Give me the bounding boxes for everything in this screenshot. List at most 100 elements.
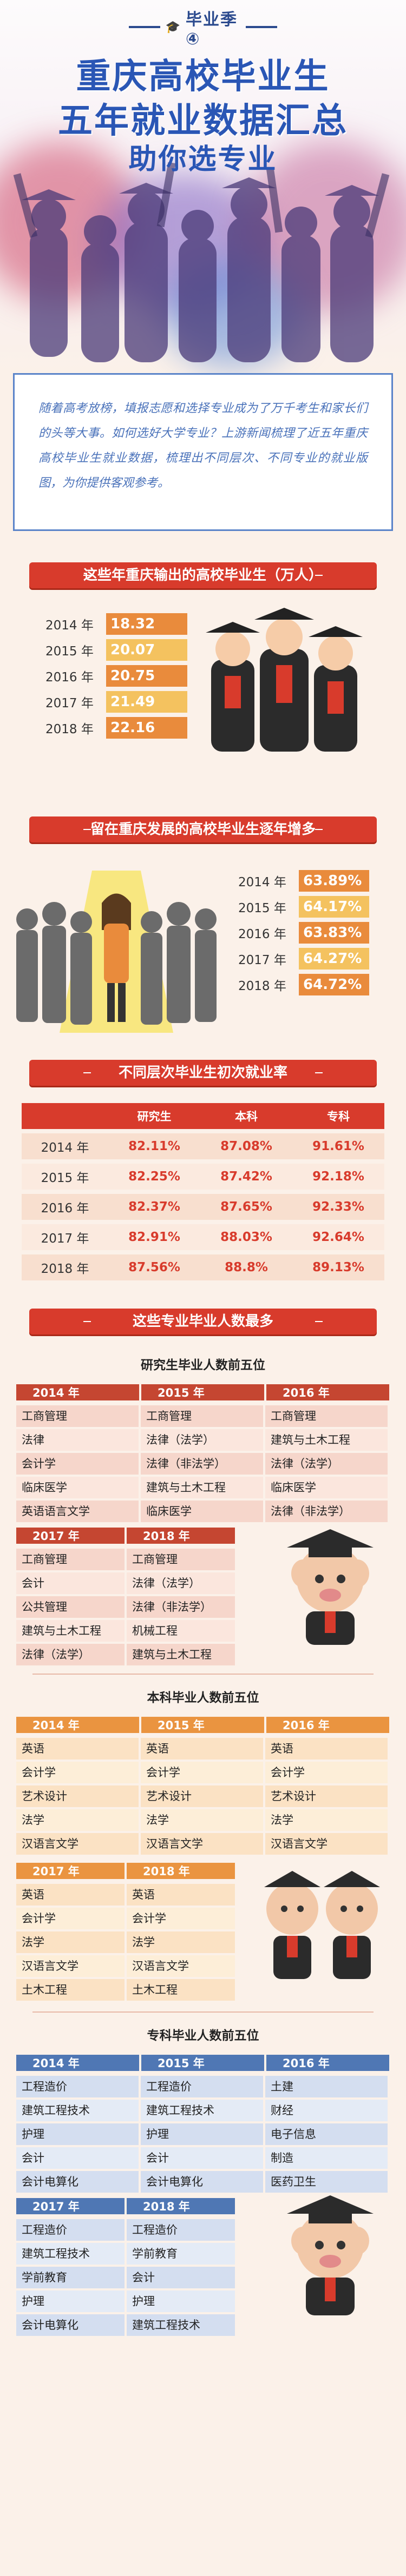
table-row: 护理 护理: [16, 2290, 390, 2312]
table-cell: 工程造价: [16, 2219, 125, 2241]
table-cell: 英语: [127, 1884, 235, 1906]
table-cell: 护理: [16, 2290, 125, 2312]
stay-rate-value: 64.17%: [299, 896, 369, 918]
table-cell: 艺术设计: [265, 1785, 388, 1807]
list-item: 2014 年 63.89%: [238, 868, 369, 894]
associate-rate-cell: 92.18%: [312, 1170, 364, 1184]
table-row: 英语 英语 英语: [16, 1738, 390, 1760]
header-cell: 2014 年: [16, 1384, 139, 1400]
table-cell: 法学: [16, 1809, 139, 1831]
year-label: 2016 年: [45, 670, 94, 685]
table-cell: 会计学: [141, 1762, 263, 1783]
table-row: 艺术设计 艺术设计 艺术设计: [16, 1785, 390, 1807]
table-cell: 会计学: [265, 1762, 388, 1783]
table-row: 工程造价 工程造价 土建: [16, 2076, 390, 2097]
table-cell: 工商管理: [141, 1405, 263, 1427]
header-cell: 2017 年: [16, 1528, 125, 1544]
grad-rate-cell: 82.11%: [128, 1139, 180, 1153]
table-cell: 建筑与土木工程: [265, 1429, 388, 1451]
table-cell: 土木工程: [127, 1979, 235, 2001]
table-cell: 英语: [141, 1738, 263, 1760]
table-cell: 建筑与土木工程: [127, 1644, 235, 1665]
table-cell: 会计学: [16, 1908, 125, 1929]
table-row: 护理 护理 电子信息: [16, 2123, 390, 2145]
business-people-illustration: [16, 871, 217, 1033]
table-cell: 法律（法学）: [141, 1429, 263, 1451]
table-row: 英语语言文学 临床医学 法律（非法学）: [16, 1501, 390, 1522]
section-divider: [32, 1674, 374, 1675]
table-cell: 法律: [16, 1429, 139, 1451]
table-header: 研究生 本科 专科: [22, 1103, 384, 1129]
graduate-cartoon-character: [287, 2195, 374, 2315]
graduates-silhouette-illustration: [13, 162, 390, 362]
list-item: 2015 年 20.07: [45, 637, 187, 663]
intro-text: 随着高考放榜，填报志愿和选择专业成为了万千考生和家长们的头等大事。如何选好大学专…: [38, 402, 368, 490]
stay-rate-value: 63.83%: [299, 922, 369, 944]
bachelor-rate-cell: 87.42%: [220, 1170, 272, 1184]
table-cell: 建筑与土木工程: [141, 1477, 263, 1498]
year-cell: 2015 年: [41, 1171, 89, 1185]
table-row: 建筑工程技术 学前教育: [16, 2243, 390, 2265]
table-row: 会计电算化 建筑工程技术: [16, 2314, 390, 2336]
header-cell: 专科: [327, 1110, 350, 1123]
table-cell: 工商管理: [265, 1405, 388, 1427]
grad-rate-cell: 87.56%: [128, 1260, 180, 1274]
table-cell: 法学: [127, 1931, 235, 1953]
table-row: 公共管理 法律（非法学）: [16, 1596, 390, 1618]
page-title-line2: 五年就业数据汇总: [58, 101, 348, 141]
table-cell: 法学: [141, 1809, 263, 1831]
table-cell: 法律（法学）: [127, 1572, 235, 1594]
header-cell: 2014 年: [16, 2055, 139, 2071]
associate-majors-table-2014-2016: 2014 年 2015 年 2016 年 工程造价 工程造价 土建 建筑工程技术 建筑…: [16, 2052, 390, 2193]
stay-rate-value: 64.27%: [299, 948, 369, 970]
associate-rate-cell: 92.33%: [312, 1200, 364, 1214]
year-label: 2017 年: [45, 696, 94, 711]
graduates-value: 20.75: [106, 665, 187, 687]
table-cell: 法律（非法学）: [127, 1596, 235, 1618]
table-row: 法学 法学: [16, 1931, 390, 1953]
table-header: 2017 年 2018 年: [16, 1525, 390, 1546]
list-item: 2015 年 64.17%: [238, 894, 369, 920]
table-cell: 工程造价: [127, 2219, 235, 2241]
graduates-cartoon-illustration: [206, 608, 363, 752]
table-cell: 建筑工程技术: [141, 2100, 263, 2121]
table-cell: 工程造价: [16, 2076, 139, 2097]
list-item: 2018 年 22.16: [45, 715, 187, 741]
table-row: 会计学 会计学 会计学: [16, 1762, 390, 1783]
header-cell: 2017 年: [16, 1863, 125, 1879]
table-cell: 建筑工程技术: [127, 2314, 235, 2336]
table-header: 2017 年 2018 年: [16, 1860, 390, 1882]
table-cell: 汉语言文学: [16, 1955, 125, 1977]
intro-box: 随着高考放榜，填报志愿和选择专业成为了万千考生和家长们的头等大事。如何选好大学专…: [13, 373, 393, 531]
table-cell: 英语: [16, 1884, 125, 1906]
page-title-line1: 重庆高校毕业生: [76, 57, 330, 97]
graduation-cap-icon: 🎓: [165, 20, 180, 34]
employment-rate-table: 研究生 本科 专科 2014 年 82.11% 87.08% 91.61% 20…: [22, 1103, 384, 1285]
header-cell: 2018 年: [127, 1863, 235, 1879]
table-row: 汉语言文学 汉语言文学: [16, 1955, 390, 1977]
table-cell: 会计学: [16, 1453, 139, 1475]
table-cell: 汉语言文学: [16, 1833, 139, 1855]
table-row: 工商管理 工商管理 工商管理: [16, 1405, 390, 1427]
table-row: 2015 年 82.25% 87.42% 92.18%: [22, 1164, 384, 1190]
table-cell: 临床医学: [16, 1477, 139, 1498]
badge-line-left: [129, 26, 160, 28]
year-label: 2015 年: [238, 901, 286, 915]
table-cell: 财经: [265, 2100, 388, 2121]
list-item: 2017 年 64.27%: [238, 946, 369, 972]
year-label: 2017 年: [238, 953, 286, 967]
associate-rate-cell: 91.61%: [312, 1139, 364, 1153]
table-cell: 会计电算化: [16, 2171, 139, 2193]
table-cell: 建筑工程技术: [16, 2100, 139, 2121]
table-cell: 法律（非法学）: [141, 1453, 263, 1475]
table-cell: 学前教育: [16, 2267, 125, 2288]
bachelor-rate-cell: 87.65%: [220, 1200, 272, 1214]
table-row: 2017 年 82.91% 88.03% 92.64%: [22, 1224, 384, 1250]
table-cell: 会计: [141, 2147, 263, 2169]
table-cell: 护理: [16, 2123, 139, 2145]
year-label: 2014 年: [238, 875, 286, 889]
header-cell: 研究生: [137, 1110, 172, 1123]
page-title-line3: 助你选专业: [128, 143, 278, 176]
grad-majors-table-2014-2016: 2014 年 2015 年 2016 年 工商管理 工商管理 工商管理 法律 法律（法…: [16, 1382, 390, 1522]
table-cell: 艺术设计: [141, 1785, 263, 1807]
